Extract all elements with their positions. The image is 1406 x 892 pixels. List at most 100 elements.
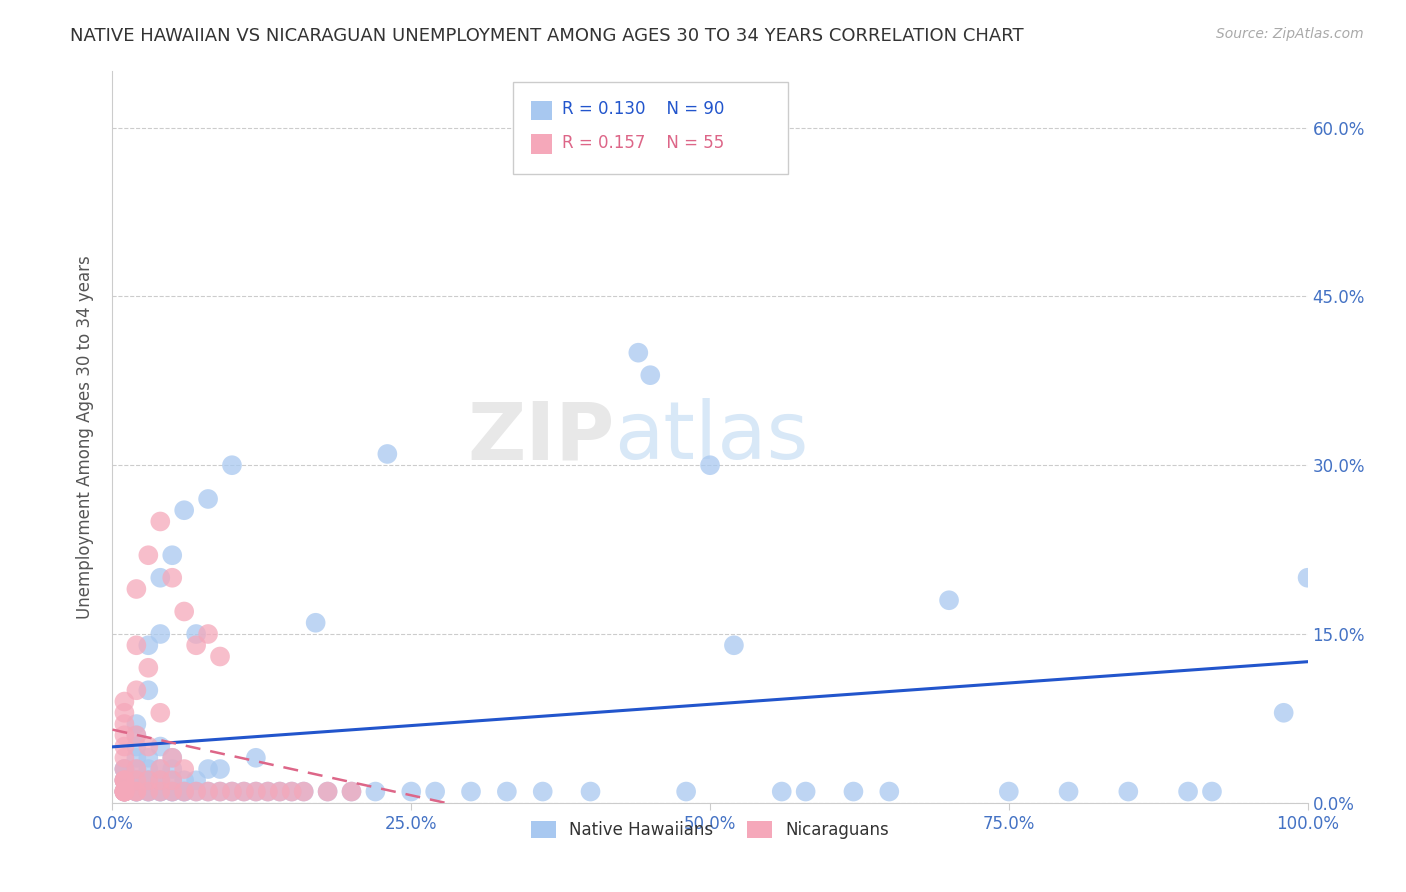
Point — [162, 571, 183, 585]
Point — [125, 728, 148, 742]
Point — [114, 706, 135, 720]
Text: R = 0.157    N = 55: R = 0.157 N = 55 — [562, 134, 724, 152]
Point — [316, 784, 339, 798]
Point — [209, 762, 232, 776]
Point — [221, 458, 243, 473]
Point — [1201, 784, 1223, 798]
Point — [114, 773, 135, 788]
Point — [998, 784, 1021, 798]
Point — [197, 627, 219, 641]
Point — [579, 784, 602, 798]
Point — [149, 762, 172, 776]
Text: Source: ZipAtlas.com: Source: ZipAtlas.com — [1216, 27, 1364, 41]
Point — [125, 773, 148, 788]
Point — [627, 345, 650, 359]
Point — [149, 627, 172, 641]
Point — [162, 548, 183, 562]
Point — [125, 751, 148, 765]
Point — [197, 762, 219, 776]
Point — [364, 784, 387, 798]
Point — [197, 491, 219, 506]
Point — [114, 784, 135, 798]
Point — [114, 751, 135, 765]
Point — [245, 784, 267, 798]
Point — [125, 683, 148, 698]
Point — [149, 762, 172, 776]
Point — [1118, 784, 1140, 798]
Point — [173, 784, 195, 798]
Point — [138, 784, 160, 798]
Point — [149, 784, 172, 798]
Point — [114, 728, 135, 742]
Point — [281, 784, 304, 798]
Point — [281, 784, 304, 798]
Point — [114, 773, 135, 788]
Point — [114, 784, 135, 798]
Point — [125, 762, 148, 776]
Point — [197, 784, 219, 798]
Point — [138, 661, 160, 675]
Point — [173, 762, 195, 776]
Bar — [531, 101, 553, 120]
Point — [173, 605, 195, 619]
Y-axis label: Unemployment Among Ages 30 to 34 years: Unemployment Among Ages 30 to 34 years — [76, 255, 94, 619]
Point — [125, 784, 148, 798]
Point — [125, 773, 148, 788]
Point — [162, 784, 183, 798]
Point — [138, 773, 160, 788]
Point — [292, 784, 315, 798]
Point — [209, 784, 232, 798]
Text: NATIVE HAWAIIAN VS NICARAGUAN UNEMPLOYMENT AMONG AGES 30 TO 34 YEARS CORRELATION: NATIVE HAWAIIAN VS NICARAGUAN UNEMPLOYME… — [70, 27, 1024, 45]
Point — [186, 784, 208, 798]
Point — [138, 548, 160, 562]
Point — [292, 784, 315, 798]
Point — [269, 784, 291, 798]
Legend: Native Hawaiians, Nicaraguans: Native Hawaiians, Nicaraguans — [524, 814, 896, 846]
Point — [125, 638, 148, 652]
Point — [162, 762, 183, 776]
Point — [1057, 784, 1080, 798]
Point — [138, 638, 160, 652]
Point — [401, 784, 423, 798]
Point — [149, 706, 172, 720]
Point — [138, 751, 160, 765]
Point — [233, 784, 256, 798]
Point — [149, 773, 172, 788]
Point — [114, 773, 135, 788]
Point — [186, 627, 208, 641]
Point — [245, 784, 267, 798]
Point — [125, 784, 148, 798]
Point — [138, 773, 160, 788]
Point — [138, 683, 160, 698]
FancyBboxPatch shape — [513, 82, 787, 174]
Point — [125, 762, 148, 776]
Point — [221, 784, 243, 798]
Point — [221, 784, 243, 798]
Point — [938, 593, 960, 607]
Point — [114, 773, 135, 788]
Point — [640, 368, 662, 383]
Point — [149, 784, 172, 798]
Point — [114, 694, 135, 708]
Point — [149, 571, 172, 585]
Point — [162, 773, 183, 788]
Point — [1296, 571, 1319, 585]
Bar — [531, 135, 553, 154]
Point — [114, 762, 135, 776]
Point — [162, 751, 183, 765]
Point — [186, 784, 208, 798]
Point — [114, 717, 135, 731]
Text: ZIP: ZIP — [467, 398, 614, 476]
Point — [114, 773, 135, 788]
Point — [233, 784, 256, 798]
Point — [125, 784, 148, 798]
Point — [149, 773, 172, 788]
Point — [842, 784, 865, 798]
Point — [173, 784, 195, 798]
Point — [125, 773, 148, 788]
Point — [149, 773, 172, 788]
Point — [794, 784, 817, 798]
Point — [125, 739, 148, 754]
Point — [114, 739, 135, 754]
Point — [305, 615, 328, 630]
